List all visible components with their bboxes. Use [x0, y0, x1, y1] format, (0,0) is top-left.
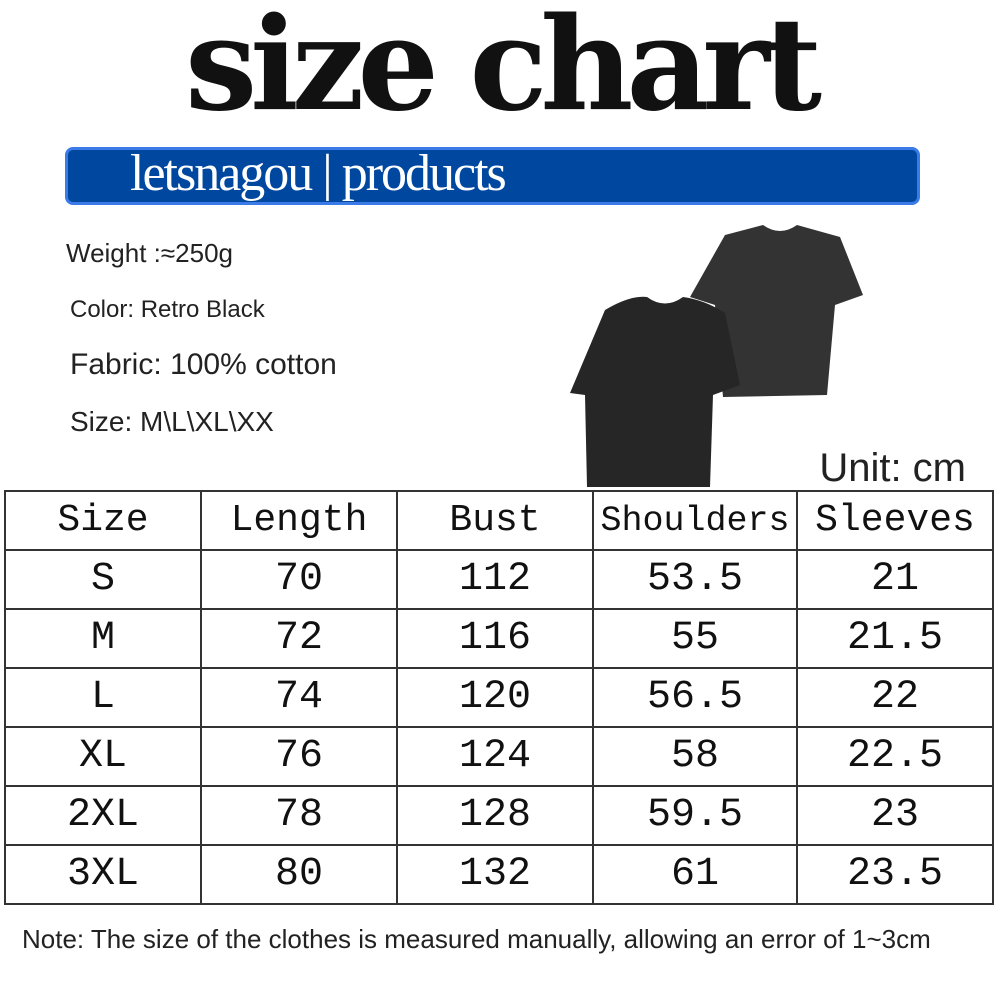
unit-label: Unit: cm — [819, 446, 966, 490]
table-cell: 23.5 — [796, 844, 994, 905]
table-cell: 116 — [396, 608, 594, 669]
table-row: XL 76 124 58 22.5 — [4, 726, 994, 787]
table-cell: 112 — [396, 549, 594, 610]
table-header-row: Size Length Bust Shoulders Sleeves — [4, 490, 994, 551]
table-cell: 21.5 — [796, 608, 994, 669]
tshirt-images — [570, 225, 863, 487]
table-cell: 56.5 — [592, 667, 798, 728]
table-cell: 128 — [396, 785, 594, 846]
table-cell: 76 — [200, 726, 398, 787]
banner-text: letsnagou | products — [130, 145, 507, 202]
table-cell: 74 — [200, 667, 398, 728]
spec-size: Size: M\L\XL\XX — [70, 406, 274, 437]
table-cell: L — [4, 667, 202, 728]
table-row: L 74 120 56.5 22 — [4, 667, 994, 728]
table-cell: 23 — [796, 785, 994, 846]
brand-banner: letsnagou | products — [65, 145, 920, 205]
size-table: Size Length Bust Shoulders Sleeves S 70 11… — [4, 490, 994, 905]
table-cell: 70 — [200, 549, 398, 610]
table-cell: 80 — [200, 844, 398, 905]
table-cell: 53.5 — [592, 549, 798, 610]
spec-weight: Weight :≈250g — [66, 238, 234, 268]
tshirt-front-image — [570, 296, 740, 487]
table-cell: 120 — [396, 667, 594, 728]
table-row: M 72 116 55 21.5 — [4, 608, 994, 669]
note-text: Note: The size of the clothes is measure… — [22, 924, 931, 954]
table-cell: 58 — [592, 726, 798, 787]
table-cell: 78 — [200, 785, 398, 846]
spec-color: Color: Retro Black — [70, 296, 265, 323]
header-sleeves: Sleeves — [796, 490, 994, 551]
table-cell: 124 — [396, 726, 594, 787]
table-cell: 22 — [796, 667, 994, 728]
table-cell: 22.5 — [796, 726, 994, 787]
table-cell: 3XL — [4, 844, 202, 905]
table-cell: 132 — [396, 844, 594, 905]
table-row: 3XL 80 132 61 23.5 — [4, 844, 994, 905]
table-cell: M — [4, 608, 202, 669]
table-cell: 72 — [200, 608, 398, 669]
header-bust: Bust — [396, 490, 594, 551]
header-shoulders: Shoulders — [592, 490, 798, 551]
table-cell: 55 — [592, 608, 798, 669]
header-length: Length — [200, 490, 398, 551]
table-row: 2XL 78 128 59.5 23 — [4, 785, 994, 846]
table-cell: XL — [4, 726, 202, 787]
page-title: size chart — [185, 0, 822, 140]
table-cell: 59.5 — [592, 785, 798, 846]
header-size: Size — [4, 490, 202, 551]
table-cell: 21 — [796, 549, 994, 610]
table-cell: 2XL — [4, 785, 202, 846]
table-row: S 70 112 53.5 21 — [4, 549, 994, 610]
table-cell: S — [4, 549, 202, 610]
table-cell: 61 — [592, 844, 798, 905]
spec-fabric: Fabric: 100% cotton — [70, 348, 337, 381]
